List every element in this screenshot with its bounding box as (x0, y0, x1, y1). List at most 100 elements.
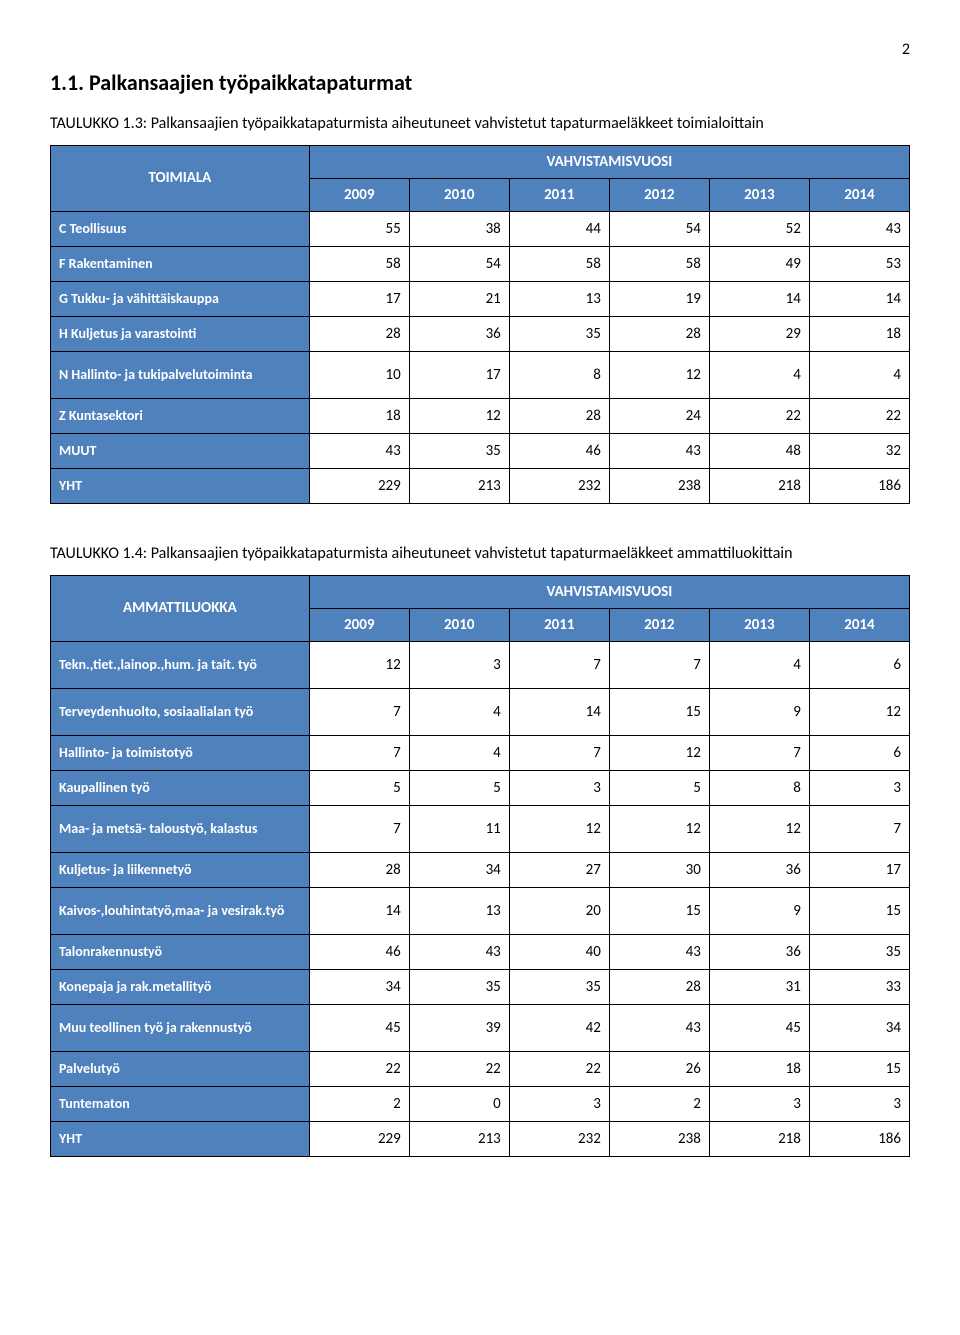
table1-cell: 46 (509, 433, 609, 468)
table2-cell: 34 (409, 852, 509, 887)
table2-cell: 15 (809, 1051, 909, 1086)
table2-cell: 9 (709, 887, 809, 934)
table1-cell: 29 (709, 316, 809, 351)
table-row: G Tukku- ja vähittäiskauppa172113191414 (51, 281, 910, 316)
table1-year-header: 2011 (509, 178, 609, 211)
table2-cell: 12 (609, 805, 709, 852)
table1-row-label: F Rakentaminen (51, 246, 310, 281)
table2-row-label: Muu teollinen työ ja rakennustyö (51, 1004, 310, 1051)
table-row: Konepaja ja rak.metallityö343535283133 (51, 969, 910, 1004)
table2-row-label: Konepaja ja rak.metallityö (51, 969, 310, 1004)
table2-caption: TAULUKKO 1.4: Palkansaajien työpaikkatap… (50, 544, 910, 565)
table2-year-header: 2010 (409, 608, 509, 641)
table2-cell: 2 (309, 1086, 409, 1121)
table2-cell: 213 (409, 1121, 509, 1156)
table2-cell: 7 (609, 641, 709, 688)
table2-row-label: Hallinto- ja toimistotyö (51, 735, 310, 770)
table2-row-label: Talonrakennustyö (51, 934, 310, 969)
table-row: Kuljetus- ja liikennetyö283427303617 (51, 852, 910, 887)
table1-cell: 35 (409, 433, 509, 468)
table1-cell: 58 (509, 246, 609, 281)
table2-cell: 45 (709, 1004, 809, 1051)
table1-cell: 58 (309, 246, 409, 281)
table2-cell: 40 (509, 934, 609, 969)
table2-cell: 3 (709, 1086, 809, 1121)
table-1: TOIMIALA VAHVISTAMISVUOSI 20092010201120… (50, 145, 910, 504)
table1-row-label: N Hallinto- ja tukipalvelutoiminta (51, 351, 310, 398)
table2-cell: 8 (709, 770, 809, 805)
table2-cell: 43 (609, 934, 709, 969)
table2-cell: 7 (809, 805, 909, 852)
table-row: Talonrakennustyö464340433635 (51, 934, 910, 969)
table1-cell: 232 (509, 468, 609, 503)
table2-cell: 238 (609, 1121, 709, 1156)
table2-row-label: Kuljetus- ja liikennetyö (51, 852, 310, 887)
table-row: H Kuljetus ja varastointi283635282918 (51, 316, 910, 351)
table2-year-header: 2011 (509, 608, 609, 641)
table1-year-header: 2013 (709, 178, 809, 211)
table2-cell: 15 (809, 887, 909, 934)
table1-cell: 17 (309, 281, 409, 316)
table-row: F Rakentaminen585458584953 (51, 246, 910, 281)
table2-row-label: Tekn.,tiet.,lainop.,hum. ja tait. työ (51, 641, 310, 688)
table1-cell: 14 (709, 281, 809, 316)
table2-cell: 15 (609, 688, 709, 735)
section-title: 1.1. Palkansaajien työpaikkatapaturmat (50, 69, 910, 96)
table1-cell: 229 (309, 468, 409, 503)
table2-cell: 9 (709, 688, 809, 735)
table2-cell: 7 (509, 735, 609, 770)
table2-cell: 20 (509, 887, 609, 934)
table2-row-label: Tuntematon (51, 1086, 310, 1121)
table2-cell: 28 (309, 852, 409, 887)
table2-cell: 232 (509, 1121, 609, 1156)
table1-cell: 13 (509, 281, 609, 316)
table2-cell: 12 (809, 688, 909, 735)
table1-row-label: YHT (51, 468, 310, 503)
table-row: Maa- ja metsä- taloustyö, kalastus711121… (51, 805, 910, 852)
table2-cell: 46 (309, 934, 409, 969)
table2-cell: 35 (409, 969, 509, 1004)
table-row: Kaupallinen työ553583 (51, 770, 910, 805)
table2-cell: 3 (809, 1086, 909, 1121)
table1-cell: 28 (309, 316, 409, 351)
table2-cell: 6 (809, 641, 909, 688)
table1-cell: 43 (809, 211, 909, 246)
table2-cell: 4 (409, 735, 509, 770)
table1-group-header: VAHVISTAMISVUOSI (309, 145, 909, 178)
table2-cell: 26 (609, 1051, 709, 1086)
table2-cell: 22 (509, 1051, 609, 1086)
table1-cell: 12 (609, 351, 709, 398)
table2-row-header: AMMATTILUOKKA (51, 575, 310, 641)
table2-cell: 12 (509, 805, 609, 852)
table2-cell: 31 (709, 969, 809, 1004)
table1-cell: 52 (709, 211, 809, 246)
table1-row-label: MUUT (51, 433, 310, 468)
table2-cell: 35 (509, 969, 609, 1004)
table-row: Z Kuntasektori181228242222 (51, 398, 910, 433)
table1-cell: 36 (409, 316, 509, 351)
table2-row-label: Maa- ja metsä- taloustyö, kalastus (51, 805, 310, 852)
table2-cell: 7 (509, 641, 609, 688)
table1-cell: 18 (809, 316, 909, 351)
table1-cell: 22 (709, 398, 809, 433)
table2-group-header: VAHVISTAMISVUOSI (309, 575, 909, 608)
table1-cell: 19 (609, 281, 709, 316)
table1-cell: 218 (709, 468, 809, 503)
table1-year-header: 2009 (309, 178, 409, 211)
table-row: N Hallinto- ja tukipalvelutoiminta101781… (51, 351, 910, 398)
table2-cell: 45 (309, 1004, 409, 1051)
table-row: MUUT433546434832 (51, 433, 910, 468)
table2-year-header: 2009 (309, 608, 409, 641)
table1-cell: 21 (409, 281, 509, 316)
table1-cell: 10 (309, 351, 409, 398)
table2-cell: 0 (409, 1086, 509, 1121)
table2-cell: 5 (309, 770, 409, 805)
table-row: Tekn.,tiet.,lainop.,hum. ja tait. työ123… (51, 641, 910, 688)
table2-cell: 218 (709, 1121, 809, 1156)
table-row: Terveydenhuolto, sosiaalialan työ7414159… (51, 688, 910, 735)
table2-cell: 17 (809, 852, 909, 887)
table1-cell: 4 (809, 351, 909, 398)
table2-cell: 5 (609, 770, 709, 805)
table-row: Palvelutyö222222261815 (51, 1051, 910, 1086)
table2-cell: 43 (409, 934, 509, 969)
